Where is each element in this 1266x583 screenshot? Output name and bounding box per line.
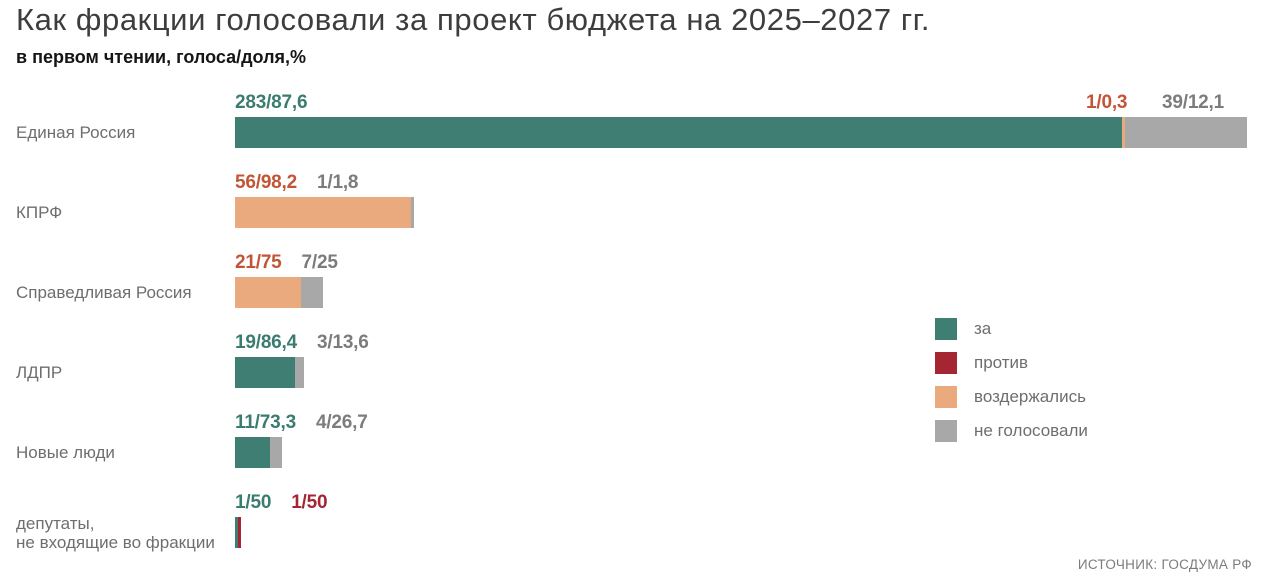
legend-item-za: за xyxy=(935,318,1088,340)
legend-item-vozderzhalis: воздержались xyxy=(935,386,1088,408)
chart-row: КПРФ 56/98,2 1/1,8 xyxy=(0,168,1266,248)
stacked-bar xyxy=(235,117,1247,148)
source-note: ИСТОЧНИК: ГОСДУМА РФ xyxy=(1077,557,1252,572)
stacked-bar xyxy=(235,357,304,388)
bar-segment-ne_golosovali xyxy=(300,277,323,308)
value-labels: 283/87,6 1/0,3 39/12,1 xyxy=(235,88,1248,115)
bar-segment-ne_golosovali xyxy=(1124,117,1247,148)
faction-label: КПРФ xyxy=(16,197,62,228)
faction-label: Новые люди xyxy=(16,437,115,468)
stacked-bar xyxy=(235,437,282,468)
chart-row: Справедливая Россия 21/75 7/25 xyxy=(0,248,1266,328)
legend-swatch-protiv xyxy=(935,352,957,374)
faction-label: ЛДПР xyxy=(16,357,62,388)
value-label: 39/12,1 xyxy=(1162,92,1224,113)
legend-swatch-za xyxy=(935,318,957,340)
value-label: 56/98,2 xyxy=(235,172,297,193)
bar-segment-ne_golosovali xyxy=(294,357,304,388)
faction-label: Единая Россия xyxy=(16,117,135,148)
bar-segment-za xyxy=(235,117,1122,148)
value-label: 283/87,6 xyxy=(235,92,308,113)
bar-segment-vozderzhalis xyxy=(235,197,411,228)
stacked-bar xyxy=(235,517,242,548)
chart-row: депутаты, не входящие во фракции 1/50 1/50 xyxy=(0,488,1266,568)
chart-subtitle: в первом чтении, голоса/доля,% xyxy=(16,47,307,67)
value-label: 1/1,8 xyxy=(317,172,359,193)
chart-legend: за против воздержались не голосовали xyxy=(935,318,1088,454)
legend-swatch-ne_golosovali xyxy=(935,420,957,442)
faction-label-line: КПРФ xyxy=(16,203,63,222)
chart-row: ЛДПР 19/86,4 3/13,6 xyxy=(0,328,1266,408)
faction-label-line: не входящие во фракции xyxy=(16,532,215,552)
chart-row: Новые люди 11/73,3 4/26,7 xyxy=(0,408,1266,488)
faction-label: депутаты, не входящие во фракции xyxy=(16,513,215,552)
faction-label-line: Единая Россия xyxy=(16,123,136,142)
legend-swatch-vozderzhalis xyxy=(935,386,957,408)
value-label: 19/86,4 xyxy=(235,332,297,353)
legend-label: не голосовали xyxy=(974,421,1088,440)
value-labels: 1/50 1/50 xyxy=(235,488,1248,515)
legend-label: воздержались xyxy=(974,387,1086,406)
value-labels: 21/75 7/25 xyxy=(235,248,1248,275)
legend-label: против xyxy=(974,353,1029,372)
chart-title: Как фракции голосовали за проект бюджета… xyxy=(16,2,931,37)
value-label: 1/0,3 xyxy=(1086,92,1128,113)
value-label: 4/26,7 xyxy=(315,412,368,433)
bar-segment-za xyxy=(235,517,239,548)
stacked-bar xyxy=(235,277,323,308)
faction-label: Справедливая Россия xyxy=(16,277,192,308)
legend-label: за xyxy=(974,319,992,338)
stacked-bar xyxy=(235,197,414,228)
bar-segment-za xyxy=(235,357,295,388)
value-labels: 56/98,2 1/1,8 xyxy=(235,168,1248,195)
faction-label-line: депутаты, xyxy=(16,513,95,533)
bar-segment-ne_golosovali xyxy=(269,437,282,468)
faction-label-line: ЛДПР xyxy=(16,363,63,382)
legend-item-ne_golosovali: не голосовали xyxy=(935,420,1088,442)
legend-item-protiv: против xyxy=(935,352,1088,374)
value-labels: 19/86,4 3/13,6 xyxy=(235,328,1248,355)
bar-segment-vozderzhalis xyxy=(1121,117,1125,148)
value-label: 21/75 xyxy=(235,252,282,273)
bar-segment-za xyxy=(235,437,270,468)
faction-label-line: Справедливая Россия xyxy=(16,283,192,302)
value-label: 3/13,6 xyxy=(317,332,369,353)
faction-label-line: Новые люди xyxy=(16,443,115,462)
value-label: 1/50 xyxy=(291,492,328,513)
value-label: 11/73,3 xyxy=(235,412,296,433)
bar-segment-ne_golosovali xyxy=(410,197,414,228)
bar-segment-protiv xyxy=(238,517,242,548)
value-label: 7/25 xyxy=(301,252,338,273)
chart-row: Единая Россия 283/87,6 1/0,3 39/12,1 xyxy=(0,88,1266,168)
value-label: 1/50 xyxy=(235,492,272,513)
bar-segment-vozderzhalis xyxy=(235,277,301,308)
value-labels: 11/73,3 4/26,7 xyxy=(235,408,1248,435)
